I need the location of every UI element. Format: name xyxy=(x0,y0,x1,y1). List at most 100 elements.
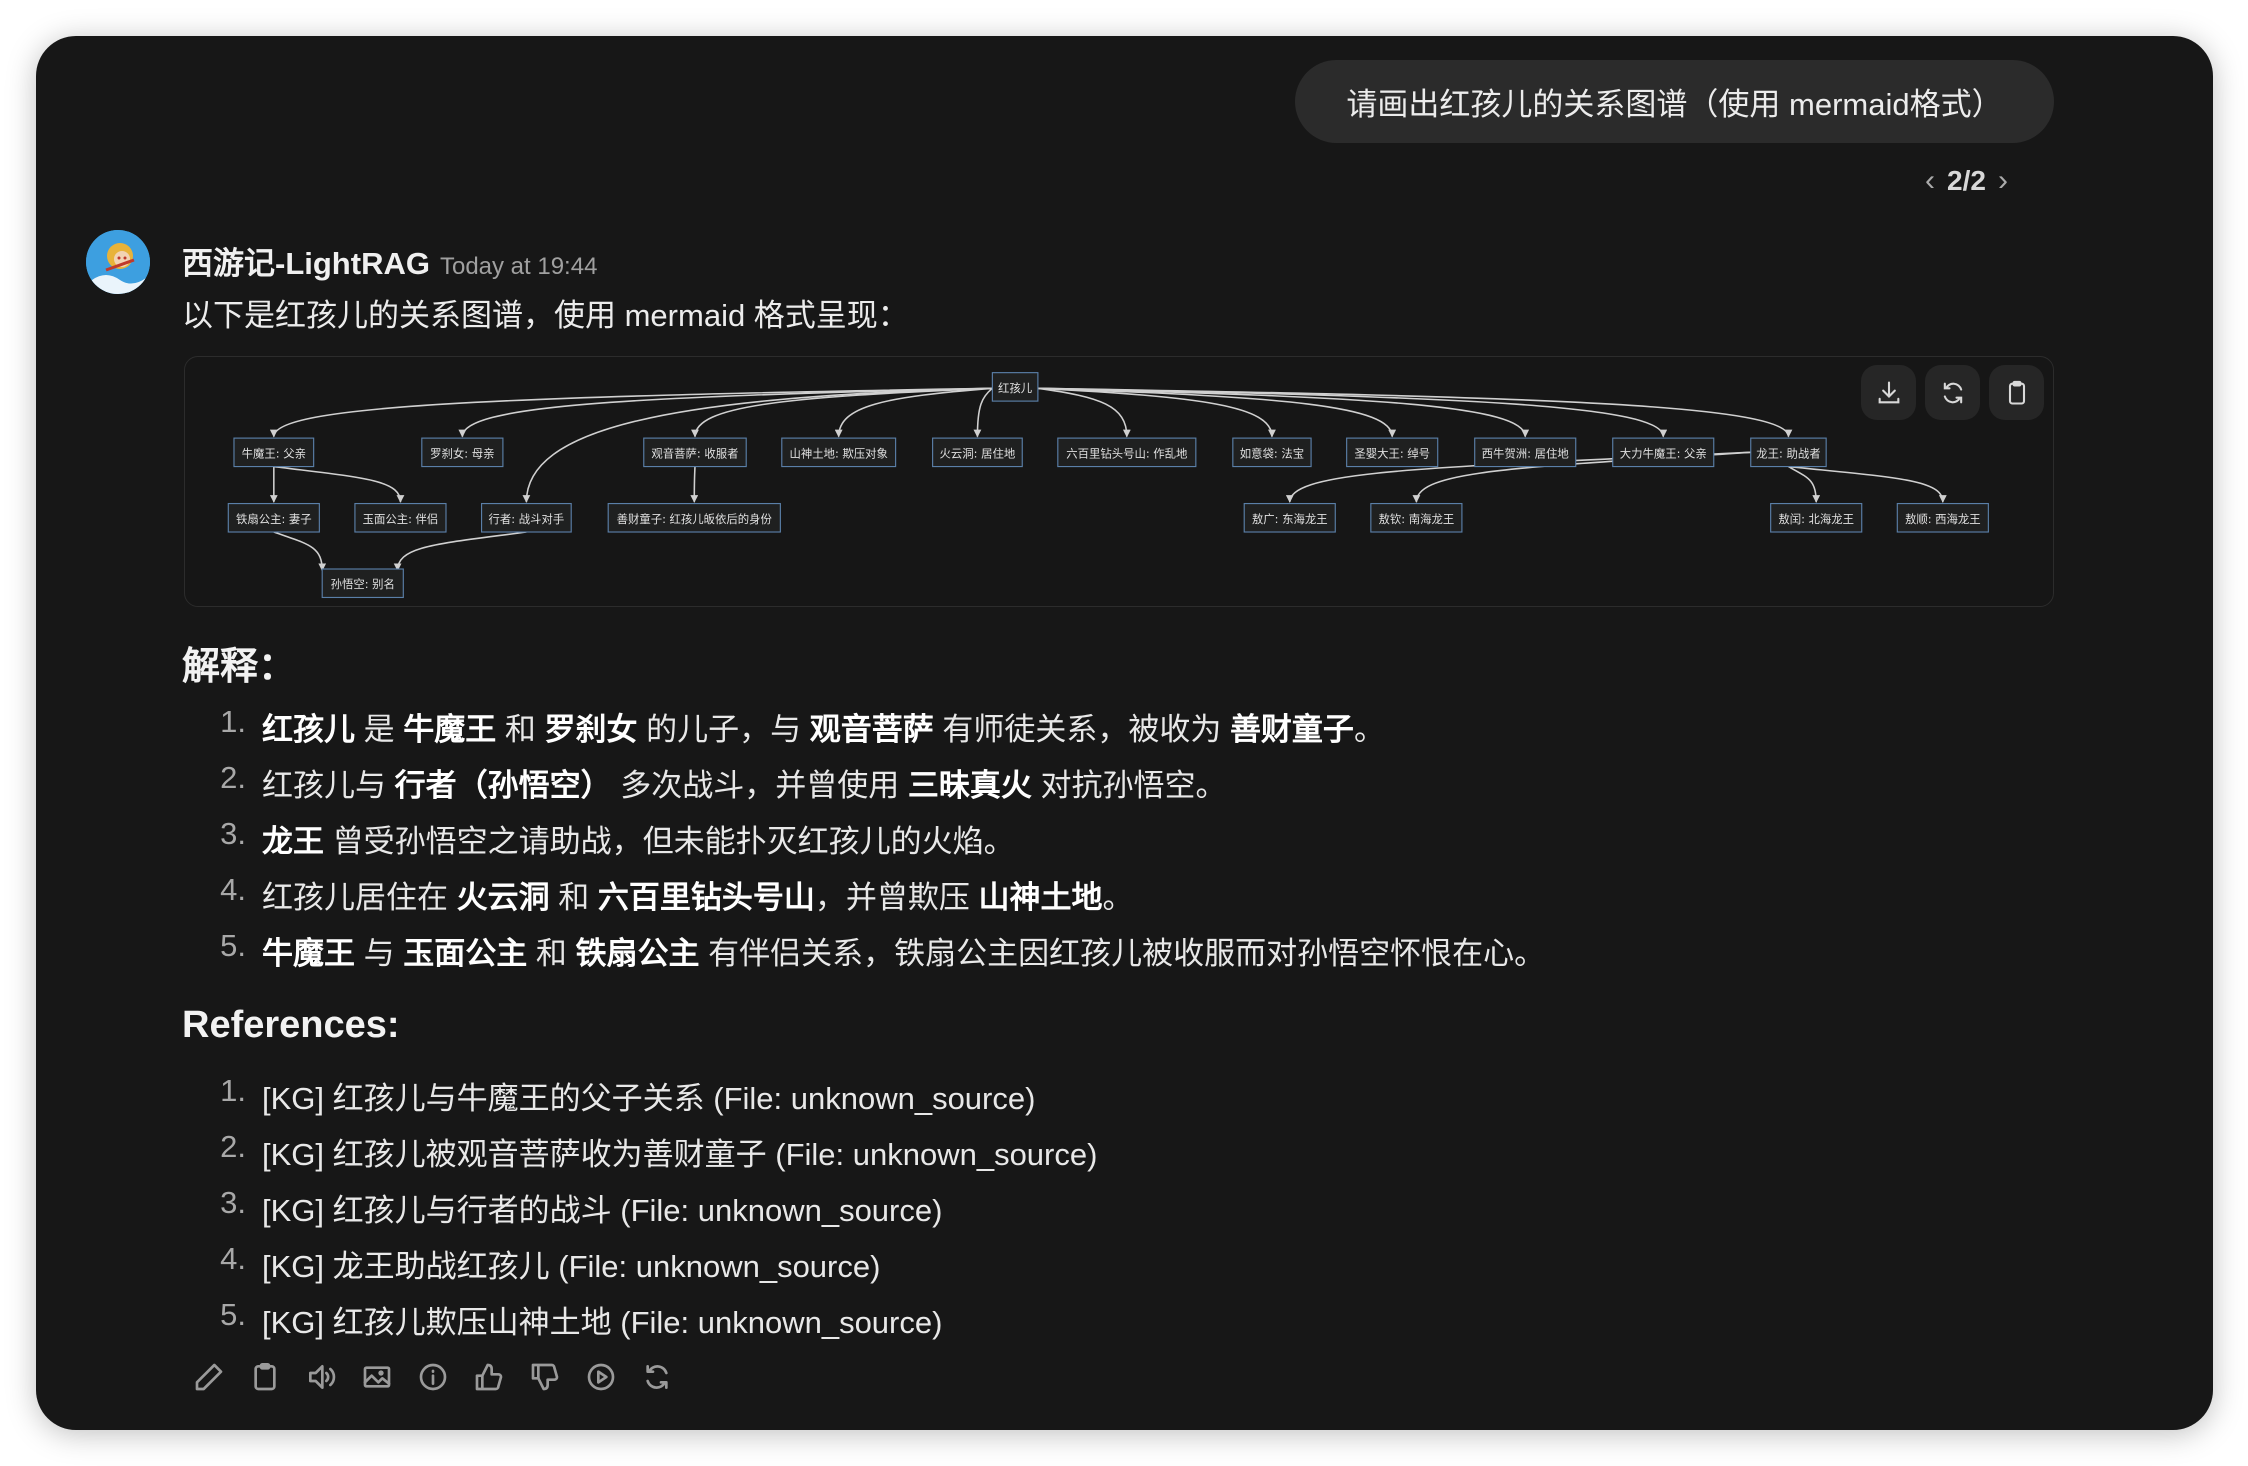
node-box xyxy=(991,372,1039,402)
reference-text: [KG] 红孩儿被观音菩萨收为善财童子 (File: unknown_sourc… xyxy=(262,1137,1098,1172)
list-number: 4. xyxy=(220,1241,246,1276)
graph-node-lbl: 六百里钻头号山: 作乱地 xyxy=(1057,437,1197,468)
info-icon xyxy=(419,1363,447,1391)
item-text: 红孩儿 是 牛魔王 和 罗刹女 的儿子，与 观音菩萨 有师徒关系，被收为 善财童… xyxy=(262,704,1385,749)
edge-lw-ar xyxy=(1788,465,1821,503)
graph-node-aq: 敖钦: 南海龙王 xyxy=(1370,502,1463,533)
chat-window xyxy=(36,36,2213,1430)
node-label: 孙悟空: 别名 xyxy=(331,577,395,591)
references-heading: References: xyxy=(182,1004,400,1046)
refresh-button[interactable] xyxy=(1925,365,1980,420)
node-label: 观音菩萨: 收服者 xyxy=(651,446,738,460)
user-message-text: 请画出红孩儿的关系图谱（使用 mermaid格式） xyxy=(1346,87,2003,122)
node-label: 善财童子: 红孩儿皈依后的身份 xyxy=(617,512,773,526)
node-box xyxy=(1612,437,1715,468)
node-label: 西牛贺洲: 居住地 xyxy=(1482,446,1569,460)
response-pager: ‹ 2/2 › xyxy=(1925,164,2008,198)
thumbs-down-button[interactable] xyxy=(526,1358,564,1396)
edge-root-xn xyxy=(1037,387,1530,438)
bold-term: 玉面公主 xyxy=(403,936,528,971)
edge-root-lcn xyxy=(458,387,993,438)
text-segment: 。 xyxy=(1102,880,1134,915)
copy-diagram-button[interactable] xyxy=(1989,365,2044,420)
bold-term: 山神土地 xyxy=(978,880,1103,915)
edge-root-lw xyxy=(1037,387,1793,438)
node-label: 红孩儿 xyxy=(998,381,1032,395)
bold-term: 红孩儿 xyxy=(262,712,355,747)
explanation-item: 2. 红孩儿与 行者（孙悟空） 多次战斗，并曾使用 三昧真火 对抗孙悟空。 xyxy=(196,760,1226,805)
node-label: 龙王: 助战者 xyxy=(1756,446,1820,460)
reference-item: 1. [KG] 红孩儿与牛魔王的父子关系 (File: unknown_sourc… xyxy=(196,1073,1035,1118)
node-label: 敖顺: 西海龙王 xyxy=(1905,512,1981,526)
chevron-right-icon[interactable]: › xyxy=(1997,164,2008,197)
text-segment: 与 xyxy=(355,936,404,971)
graph-node-lw: 龙王: 助战者 xyxy=(1750,437,1827,468)
text-segment: 对抗孙悟空。 xyxy=(1031,768,1227,803)
thumbs-up-button[interactable] xyxy=(470,1358,508,1396)
clipboard-icon xyxy=(2008,380,2025,405)
thumbs-up-icon xyxy=(475,1363,503,1391)
node-label: 六百里钻头号山: 作乱地 xyxy=(1066,446,1187,460)
edge-lw-as xyxy=(1788,465,1947,503)
reference-text: [KG] 红孩儿与牛魔王的父子关系 (File: unknown_source) xyxy=(262,1081,1036,1116)
message-timestamp: Today at 19:44 xyxy=(439,253,598,280)
item-text: 红孩儿居住在 火云洞 和 六百里钻头号山，并曾欺压 山神土地。 xyxy=(262,872,1133,917)
node-box xyxy=(1346,437,1439,468)
bold-term: 龙王 xyxy=(262,824,324,859)
node-label: 圣婴大王: 绰号 xyxy=(1354,446,1430,460)
reference-item: 4. [KG] 龙王助战红孩儿 (File: unknown_source) xyxy=(196,1241,880,1286)
graph-node-xz: 行者: 战斗对手 xyxy=(480,502,572,533)
text-segment: 的儿子，与 xyxy=(637,712,810,747)
node-box xyxy=(1474,437,1577,468)
reference-item: 2. [KG] 红孩儿被观音菩萨收为善财童子 (File: unknown_sou… xyxy=(196,1129,1097,1174)
message-actions xyxy=(190,1358,676,1396)
node-box xyxy=(1232,437,1312,468)
edge-gy-sc xyxy=(690,466,699,503)
avatar xyxy=(86,230,150,294)
list-number: 3. xyxy=(220,816,246,851)
read-aloud-icon xyxy=(309,1365,336,1389)
node-box xyxy=(421,437,504,468)
edge-nmw-ym xyxy=(273,465,405,503)
graph-node-dl: 大力牛魔王: 父亲 xyxy=(1612,437,1715,468)
chevron-left-icon[interactable]: ‹ xyxy=(1925,164,1935,197)
copy-icon xyxy=(254,1363,276,1391)
node-label: 山神土地: 欺压对象 xyxy=(789,446,887,460)
item-text: 龙王 曾受孙悟空之请助战，但未能扑灭红孩儿的火焰。 xyxy=(262,816,1015,861)
image-button[interactable] xyxy=(358,1358,396,1396)
graph-node-as: 敖顺: 西海龙王 xyxy=(1896,502,1989,533)
read-aloud-button[interactable] xyxy=(302,1358,340,1396)
reference-text: [KG] 红孩儿欺压山神土地 (File: unknown_source) xyxy=(262,1305,943,1340)
bold-term: 观音菩萨 xyxy=(809,712,934,747)
graph-node-lcn: 罗刹女: 母亲 xyxy=(421,437,504,468)
list-number: 1. xyxy=(220,1073,246,1108)
play-button[interactable] xyxy=(582,1358,620,1396)
download-button[interactable] xyxy=(1861,365,1916,420)
graph-node-ts: 铁扇公主: 妻子 xyxy=(227,502,320,533)
thumbs-down-icon xyxy=(531,1363,559,1391)
reference-text: [KG] 龙王助战红孩儿 (File: unknown_source) xyxy=(262,1249,881,1284)
node-box xyxy=(1370,502,1463,533)
edit-button[interactable] xyxy=(190,1358,228,1396)
edge-root-ss xyxy=(834,387,993,438)
graph-node-swk: 孙悟空: 别名 xyxy=(321,568,404,599)
item-text: 牛魔王 与 玉面公主 和 铁扇公主 有伴侣关系，铁扇公主因红孩儿被收服而对孙悟空… xyxy=(262,928,1545,973)
copy-button[interactable] xyxy=(246,1358,284,1396)
explanation-heading: 解释： xyxy=(182,646,297,688)
node-box xyxy=(1243,502,1336,533)
reference-text: [KG] 红孩儿与行者的战斗 (File: unknown_source) xyxy=(262,1193,943,1228)
graph-node-hyd: 火云洞: 居住地 xyxy=(932,437,1023,468)
bold-term: 罗刹女 xyxy=(544,712,638,747)
node-box xyxy=(932,437,1023,468)
bold-term: 善财童子 xyxy=(1229,712,1354,747)
regenerate-button[interactable] xyxy=(638,1358,676,1396)
node-box xyxy=(227,502,320,533)
explanation-item: 5. 牛魔王 与 玉面公主 和 铁扇公主 有伴侣关系，铁扇公主因红孩儿被收服而对孙… xyxy=(196,928,1545,973)
graph-node-sc: 善财童子: 红孩儿皈依后的身份 xyxy=(607,502,781,533)
node-box xyxy=(1896,502,1989,533)
text-segment: 。 xyxy=(1353,712,1385,747)
info-button[interactable] xyxy=(414,1358,452,1396)
graph-node-ar: 敖闰: 北海龙王 xyxy=(1770,502,1863,533)
edge-root-gy xyxy=(691,387,993,438)
text-segment: 红孩儿居住在 xyxy=(262,880,457,915)
